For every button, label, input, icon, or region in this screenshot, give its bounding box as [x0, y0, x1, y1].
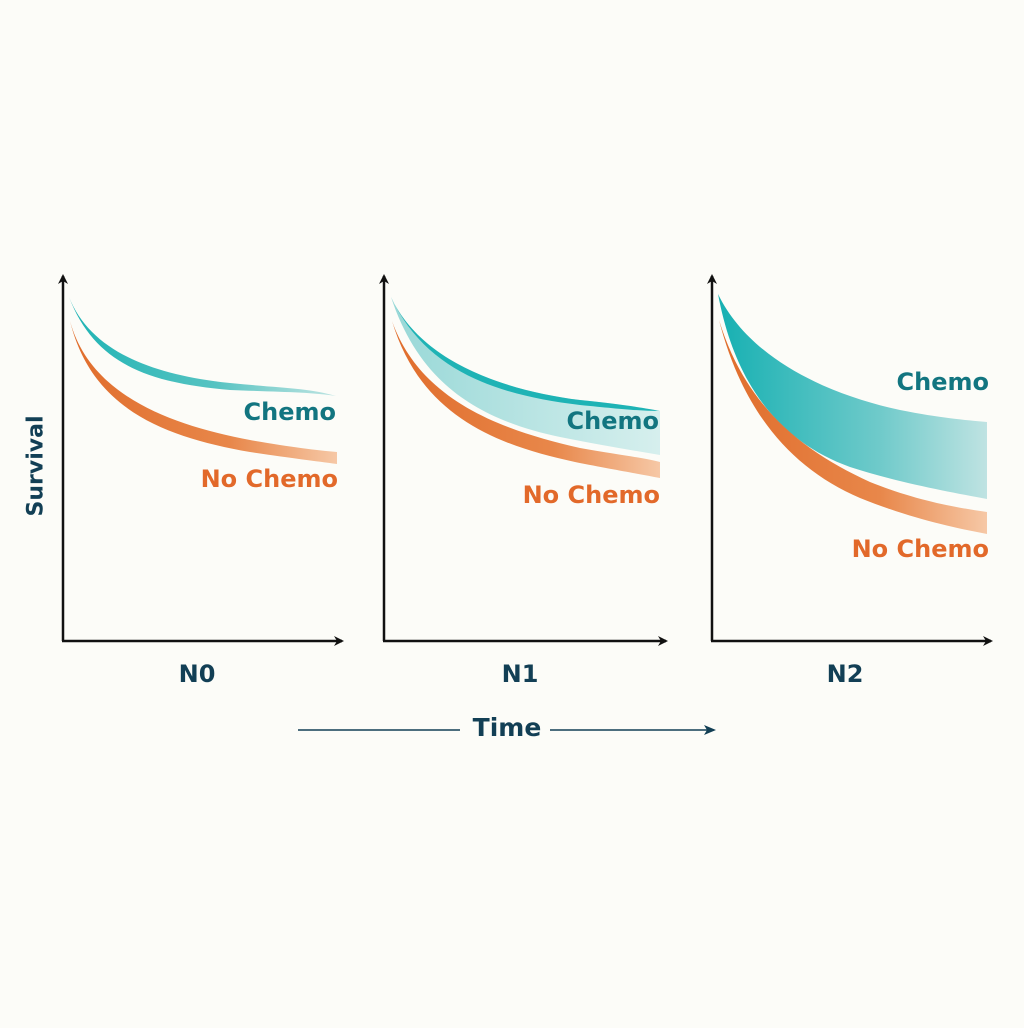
no-chemo-curve	[70, 321, 337, 464]
x-axis-label: Time	[472, 713, 542, 742]
chemo-label-n0: Chemo	[243, 398, 336, 426]
panel-label-n1: N1	[501, 660, 539, 688]
chemo-curve	[69, 297, 336, 396]
panel-n0	[58, 274, 344, 646]
chemo-label-n1: Chemo	[566, 407, 659, 435]
y-axis-label: Survival	[23, 415, 49, 517]
panel-label-n2: N2	[826, 660, 864, 688]
no-chemo-label-n2: No Chemo	[851, 535, 989, 563]
panel-label-n0: N0	[178, 660, 216, 688]
no-chemo-label-n0: No Chemo	[200, 465, 338, 493]
panel-n2	[707, 274, 993, 646]
no-chemo-label-n1: No Chemo	[522, 481, 660, 509]
chemo-label-n2: Chemo	[896, 368, 989, 396]
no-chemo-curve	[719, 320, 987, 534]
no-chemo-curve	[392, 321, 660, 478]
panel-n1	[379, 274, 668, 646]
chemo-band	[391, 297, 660, 455]
chemo-band	[718, 294, 987, 499]
